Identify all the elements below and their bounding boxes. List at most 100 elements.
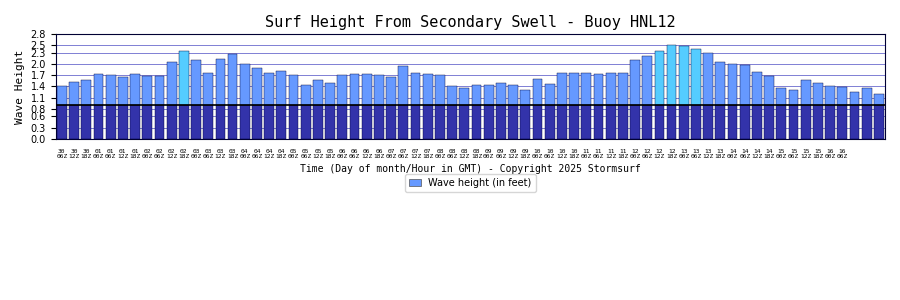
Y-axis label: Wave Height: Wave Height bbox=[15, 49, 25, 124]
Bar bbox=[399, 105, 409, 139]
Bar bbox=[94, 105, 104, 139]
Bar bbox=[825, 85, 835, 105]
Bar bbox=[594, 105, 603, 139]
Bar bbox=[203, 105, 213, 139]
Bar bbox=[447, 85, 457, 105]
Bar bbox=[728, 64, 737, 105]
Bar bbox=[106, 105, 115, 139]
Bar bbox=[240, 105, 249, 139]
Legend: Wave height (in feet): Wave height (in feet) bbox=[405, 174, 536, 192]
Bar bbox=[594, 74, 603, 105]
Bar bbox=[862, 105, 871, 139]
Bar bbox=[81, 80, 91, 105]
Bar bbox=[362, 74, 372, 105]
Bar bbox=[155, 105, 165, 139]
Title: Surf Height From Secondary Swell - Buoy HNL12: Surf Height From Secondary Swell - Buoy … bbox=[266, 15, 676, 30]
Bar bbox=[386, 76, 396, 105]
Bar bbox=[496, 83, 506, 105]
Bar bbox=[362, 105, 372, 139]
Bar bbox=[435, 75, 445, 105]
Bar bbox=[544, 105, 554, 139]
Bar bbox=[520, 105, 530, 139]
Bar bbox=[740, 105, 750, 139]
Bar bbox=[252, 68, 262, 105]
Bar bbox=[752, 105, 761, 139]
Bar bbox=[569, 73, 579, 105]
Bar bbox=[276, 70, 286, 105]
Bar bbox=[508, 85, 518, 105]
Bar bbox=[703, 105, 713, 139]
Bar bbox=[472, 85, 482, 105]
Bar bbox=[94, 74, 104, 105]
Bar bbox=[410, 73, 420, 105]
Bar bbox=[520, 90, 530, 105]
Bar bbox=[118, 105, 128, 139]
Bar bbox=[350, 105, 359, 139]
Bar bbox=[630, 60, 640, 105]
Bar bbox=[764, 105, 774, 139]
Bar bbox=[203, 73, 213, 105]
Bar bbox=[581, 73, 591, 105]
Bar bbox=[106, 75, 115, 105]
Bar bbox=[399, 66, 409, 105]
Bar bbox=[837, 87, 847, 105]
Bar bbox=[850, 105, 859, 139]
Bar bbox=[837, 105, 847, 139]
Bar bbox=[813, 105, 823, 139]
Bar bbox=[118, 77, 128, 105]
Bar bbox=[703, 53, 713, 105]
Bar bbox=[801, 105, 811, 139]
Bar bbox=[544, 84, 554, 105]
Bar bbox=[508, 105, 518, 139]
Bar bbox=[557, 105, 567, 139]
Bar bbox=[179, 105, 189, 139]
Bar bbox=[728, 105, 737, 139]
Bar bbox=[301, 85, 310, 105]
Bar bbox=[679, 105, 688, 139]
Bar bbox=[667, 105, 677, 139]
Bar bbox=[618, 73, 627, 105]
Bar bbox=[472, 105, 482, 139]
Bar bbox=[228, 105, 238, 139]
Bar bbox=[643, 56, 652, 105]
Bar bbox=[777, 88, 787, 105]
Bar bbox=[654, 51, 664, 105]
Bar bbox=[447, 105, 457, 139]
Bar bbox=[618, 105, 627, 139]
Bar bbox=[679, 46, 688, 105]
Bar bbox=[228, 54, 238, 105]
Bar bbox=[874, 105, 884, 139]
Bar bbox=[423, 105, 433, 139]
Bar bbox=[325, 105, 335, 139]
Bar bbox=[325, 82, 335, 105]
Bar bbox=[691, 49, 701, 105]
Bar bbox=[581, 105, 591, 139]
Bar bbox=[313, 80, 323, 105]
Bar bbox=[667, 45, 677, 105]
Bar bbox=[788, 90, 798, 105]
Bar bbox=[166, 62, 176, 105]
Bar bbox=[484, 85, 493, 105]
Bar bbox=[788, 105, 798, 139]
Bar bbox=[191, 105, 201, 139]
Bar bbox=[533, 105, 543, 139]
Bar bbox=[289, 105, 299, 139]
Bar bbox=[191, 60, 201, 105]
Bar bbox=[533, 79, 543, 105]
Bar bbox=[215, 105, 225, 139]
Bar bbox=[569, 105, 579, 139]
Bar bbox=[496, 105, 506, 139]
Bar bbox=[166, 105, 176, 139]
Bar bbox=[289, 75, 299, 105]
Bar bbox=[142, 105, 152, 139]
Bar bbox=[606, 73, 616, 105]
Bar bbox=[215, 59, 225, 105]
Bar bbox=[130, 74, 140, 105]
Bar bbox=[142, 76, 152, 105]
Bar bbox=[338, 75, 347, 105]
Bar bbox=[777, 105, 787, 139]
Bar bbox=[69, 105, 79, 139]
Bar bbox=[81, 105, 91, 139]
Bar bbox=[69, 82, 79, 105]
Bar bbox=[240, 64, 249, 105]
